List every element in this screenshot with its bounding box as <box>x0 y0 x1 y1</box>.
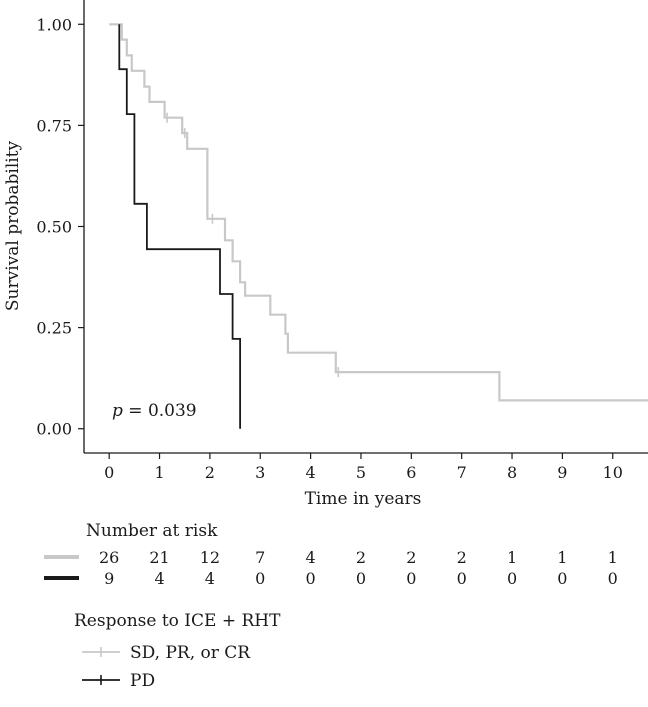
risk-count: 0 <box>507 569 517 588</box>
survival-curve-2 <box>118 24 241 429</box>
x-tick-label: 9 <box>557 463 567 482</box>
survival-curve-1 <box>109 23 648 402</box>
legend-title: Response to ICE + RHT <box>74 611 281 631</box>
risk-count: 4 <box>306 548 316 567</box>
risk-count: 0 <box>406 569 416 588</box>
x-tick-label: 6 <box>406 463 416 482</box>
risk-count: 2 <box>406 548 416 567</box>
y-tick-label: 0.75 <box>36 116 72 135</box>
risk-count: 0 <box>608 569 618 588</box>
y-tick-label: 0.50 <box>36 218 72 237</box>
x-tick-label: 8 <box>507 463 517 482</box>
x-tick-label: 7 <box>457 463 467 482</box>
x-tick-label: 0 <box>104 463 114 482</box>
y-axis-title: Survival probability <box>3 140 23 311</box>
p-value-text: = 0.039 <box>123 401 197 421</box>
risk-count: 0 <box>557 569 567 588</box>
series-layer <box>109 23 648 429</box>
risk-count: 26 <box>99 548 119 567</box>
risk-count: 1 <box>557 548 567 567</box>
legend-item-label: PD <box>130 671 155 691</box>
x-tick-label: 10 <box>603 463 623 482</box>
x-tick-label: 1 <box>154 463 164 482</box>
axes <box>83 0 648 454</box>
x-tick-label: 5 <box>356 463 366 482</box>
risk-count: 21 <box>149 548 169 567</box>
risk-count: 2 <box>356 548 366 567</box>
risk-table: 26 21 12 7 4 2 2 2 1 1 19 4 4 0 0 0 0 0 0 0 0 <box>44 548 618 588</box>
risk-count: 12 <box>200 548 220 567</box>
p-value-symbol: p <box>112 401 123 421</box>
risk-count: 0 <box>255 569 265 588</box>
risk-count: 0 <box>457 569 467 588</box>
y-tick-label: 0.00 <box>36 420 72 439</box>
x-axis-title: Time in years <box>305 489 422 509</box>
risk-count: 0 <box>306 569 316 588</box>
risk-count: 9 <box>104 569 114 588</box>
y-tick-label: 1.00 <box>36 15 72 34</box>
risk-count: 0 <box>356 569 366 588</box>
y-tick-label: 0.25 <box>36 319 72 338</box>
risk-count: 4 <box>205 569 215 588</box>
risk-count: 1 <box>608 548 618 567</box>
x-tick-label: 4 <box>306 463 316 482</box>
x-ticks: 0 1 2 3 4 5 6 7 8 9 10 <box>104 453 623 482</box>
x-tick-label: 2 <box>205 463 215 482</box>
legend: SD, PR, or CR PD <box>82 643 251 691</box>
risk-count: 1 <box>507 548 517 567</box>
p-value-annotation: p = 0.039 <box>112 401 197 421</box>
risk-count: 2 <box>457 548 467 567</box>
y-ticks: 0.00 0.25 0.50 0.75 1.00 <box>36 15 84 439</box>
risk-count: 4 <box>154 569 164 588</box>
legend-item-label: SD, PR, or CR <box>130 643 251 663</box>
x-tick-label: 3 <box>255 463 265 482</box>
risk-table-title: Number at risk <box>86 521 218 541</box>
risk-count: 7 <box>255 548 265 567</box>
